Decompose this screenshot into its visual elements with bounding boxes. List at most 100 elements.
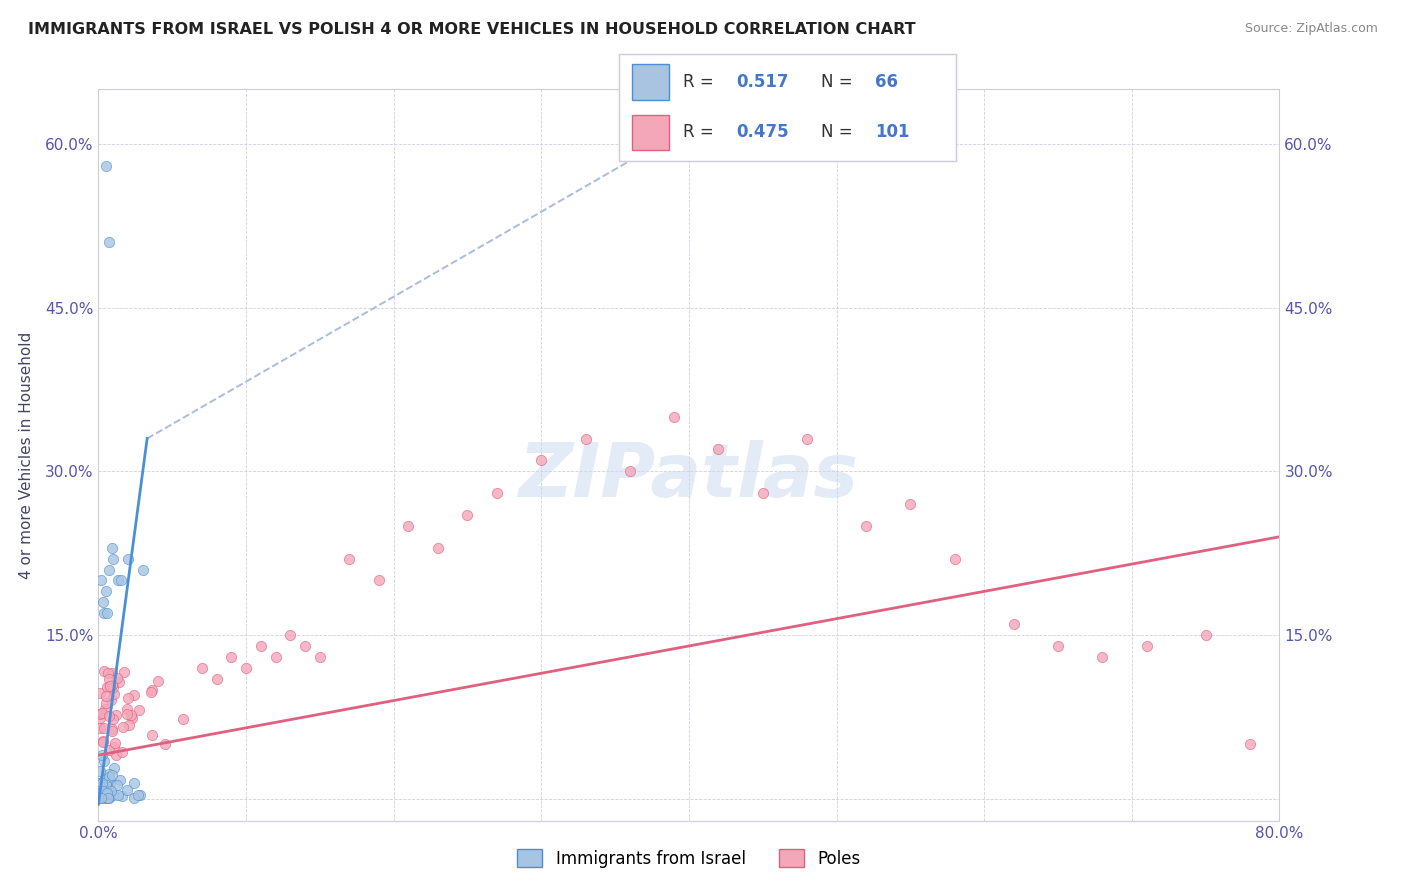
Point [235, 661, 257, 675]
Point [110, 574, 132, 588]
Point [111, 720, 134, 734]
Point [128, 789, 150, 803]
Point [104, 736, 127, 750]
Point [101, 768, 124, 782]
Legend: Immigrants from Israel, Poles: Immigrants from Israel, Poles [510, 842, 868, 874]
Point [97, 790, 120, 805]
Point [89, 790, 111, 805]
Point [94, 584, 117, 599]
Point [90, 790, 112, 805]
Point [89, 711, 111, 725]
Point [141, 728, 163, 742]
Point [118, 718, 141, 732]
Point [1135, 639, 1157, 653]
Point [97, 672, 120, 686]
Text: 0.475: 0.475 [737, 123, 789, 141]
Point [117, 551, 139, 566]
Point [153, 737, 176, 751]
Point [100, 665, 122, 680]
Point [97, 235, 120, 249]
Point [101, 722, 124, 736]
Point [900, 497, 922, 511]
Point [111, 745, 134, 759]
Point [530, 453, 553, 467]
Point [339, 551, 360, 566]
Point [105, 778, 128, 792]
Text: N =: N = [821, 123, 858, 141]
Point [294, 639, 316, 653]
Text: ZIPatlas: ZIPatlas [519, 441, 859, 514]
Point [103, 761, 125, 775]
Point [115, 782, 138, 797]
Point [97, 709, 120, 723]
Point [96, 790, 118, 805]
Point [141, 683, 163, 698]
Point [89, 781, 111, 796]
Point [205, 672, 228, 686]
Text: 66: 66 [875, 73, 898, 91]
Point [90, 788, 112, 802]
Point [97, 666, 120, 681]
Point [94, 697, 117, 711]
Text: 0.517: 0.517 [737, 73, 789, 91]
Point [98, 787, 121, 801]
Point [93, 721, 115, 735]
Point [91, 735, 114, 749]
Point [103, 551, 125, 566]
Text: R =: R = [683, 73, 718, 91]
Point [108, 772, 131, 787]
Point [115, 706, 138, 721]
Point [1002, 617, 1025, 632]
Point [89, 790, 111, 805]
Point [89, 789, 111, 804]
Point [574, 432, 596, 446]
FancyBboxPatch shape [633, 64, 669, 100]
Point [112, 665, 135, 679]
Point [96, 786, 118, 800]
Point [309, 649, 332, 664]
Point [98, 770, 121, 784]
Point [97, 679, 120, 693]
Point [396, 519, 419, 533]
Point [90, 574, 112, 588]
Point [100, 678, 122, 692]
Point [89, 686, 111, 700]
Point [91, 790, 114, 805]
Point [146, 673, 169, 688]
Point [91, 748, 114, 763]
Point [128, 702, 150, 716]
Point [122, 775, 145, 789]
Point [91, 595, 114, 609]
Point [101, 723, 124, 738]
Text: Source: ZipAtlas.com: Source: ZipAtlas.com [1244, 22, 1378, 36]
Point [89, 788, 111, 802]
Point [104, 747, 127, 762]
Point [97, 563, 120, 577]
Point [191, 661, 214, 675]
Point [94, 785, 117, 799]
Point [124, 689, 146, 703]
Point [90, 781, 112, 796]
Point [91, 790, 114, 805]
Point [98, 790, 121, 805]
Text: N =: N = [821, 73, 858, 91]
Point [89, 764, 111, 778]
Point [250, 639, 273, 653]
Point [89, 780, 111, 795]
Text: IMMIGRANTS FROM ISRAEL VS POLISH 4 OR MORE VEHICLES IN HOUSEHOLD CORRELATION CHA: IMMIGRANTS FROM ISRAEL VS POLISH 4 OR MO… [28, 22, 915, 37]
Point [100, 541, 122, 555]
Point [101, 681, 124, 695]
Point [1239, 737, 1261, 751]
Point [103, 740, 125, 755]
Point [943, 551, 966, 566]
Point [278, 628, 302, 642]
Point [98, 743, 121, 757]
Point [122, 790, 145, 805]
Point [664, 409, 686, 424]
Point [89, 776, 111, 790]
Point [751, 486, 773, 500]
Point [264, 649, 287, 664]
Point [96, 606, 118, 620]
Point [127, 788, 149, 802]
Text: 101: 101 [875, 123, 910, 141]
